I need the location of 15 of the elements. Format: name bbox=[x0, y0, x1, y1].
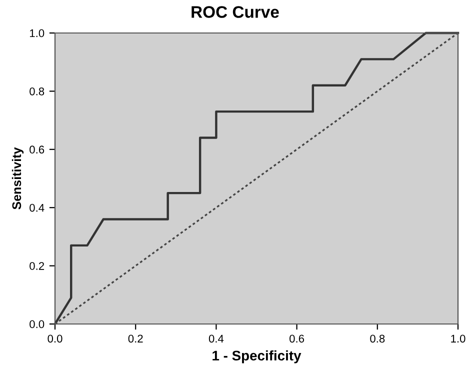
y-tick-label: 0.0 bbox=[30, 320, 44, 328]
y-tick-label: 0.2 bbox=[30, 262, 44, 270]
y-axis-title: Sensitivity bbox=[12, 147, 24, 210]
y-tick-label: 0.8 bbox=[30, 87, 44, 96]
x-tick-label: 0.6 bbox=[290, 334, 304, 343]
x-tick-label: 0.0 bbox=[48, 334, 62, 343]
chart-title: ROC Curve bbox=[192, 6, 279, 18]
y-tick-label: 1.0 bbox=[30, 29, 44, 38]
x-tick-label: 0.2 bbox=[128, 334, 143, 343]
y-tick-label: 0.4 bbox=[30, 204, 44, 212]
y-tick-label: 0.6 bbox=[30, 146, 44, 154]
x-axis-title: 1 - Specificity bbox=[212, 350, 302, 364]
x-tick-label: 0.8 bbox=[370, 334, 385, 343]
x-tick-label: 0.4 bbox=[208, 334, 224, 343]
x-tick-label: 1.0 bbox=[451, 334, 466, 343]
